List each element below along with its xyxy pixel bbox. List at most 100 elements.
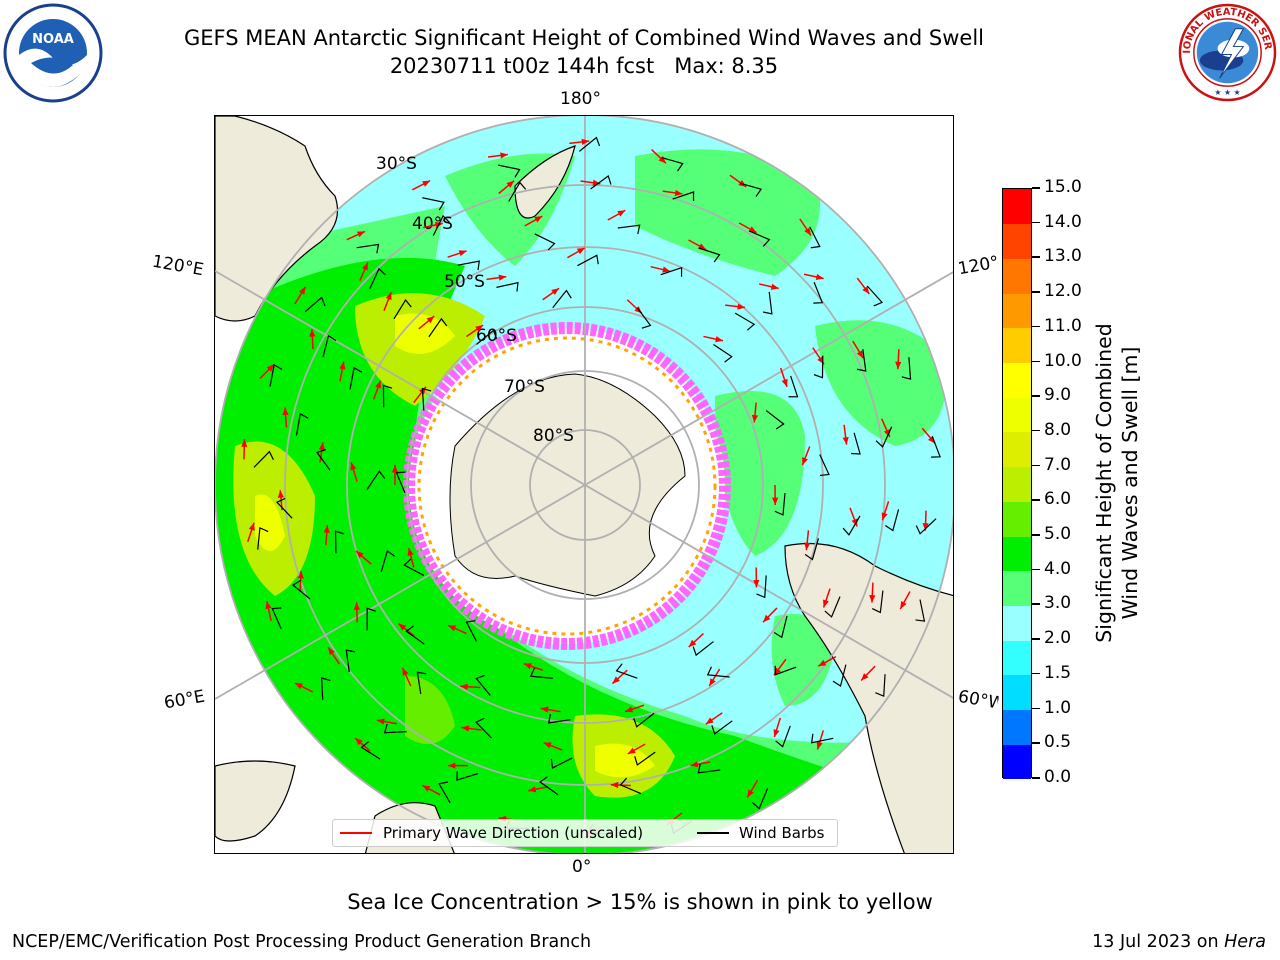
wind-barb xyxy=(475,674,491,696)
wave-arrowhead xyxy=(265,601,272,610)
wave-arrowhead xyxy=(448,625,457,632)
wind-barb xyxy=(775,725,791,748)
svg-text:NOAA: NOAA xyxy=(32,32,74,47)
wave-arrowhead xyxy=(816,741,823,750)
lat-label-40s: 40°S xyxy=(412,214,453,234)
colorbar-segment xyxy=(1003,293,1031,329)
wind-barb xyxy=(931,436,941,458)
wind-barb xyxy=(915,518,937,535)
colorbar-segment xyxy=(1003,501,1031,537)
lat-label-70s: 70°S xyxy=(504,377,545,397)
wind-barb xyxy=(428,317,448,338)
wind-barb xyxy=(875,674,886,698)
colorbar-tick-label: 6.0 xyxy=(1044,489,1072,510)
wind-barb xyxy=(383,723,407,734)
wave-arrowhead xyxy=(422,180,431,187)
wind-barb xyxy=(360,741,381,760)
wave-arrowhead xyxy=(627,747,636,754)
wave-arrowhead xyxy=(362,262,368,271)
colorbar-tick xyxy=(1032,672,1040,675)
wind-barb xyxy=(457,260,481,271)
colorbar-segment xyxy=(1003,674,1031,711)
wave-arrowhead xyxy=(881,512,888,521)
wind-barb xyxy=(809,226,821,249)
colorbar-segment xyxy=(1003,744,1031,780)
wind-barb xyxy=(819,454,830,477)
host-text: Hera xyxy=(1224,932,1266,952)
colorbar-tick xyxy=(1032,742,1040,744)
colorbar-segment xyxy=(1003,709,1031,745)
colorbar-segment xyxy=(1003,258,1031,294)
wave-direction-arrows xyxy=(241,138,936,839)
colorbar-tick-label: 14.0 xyxy=(1044,211,1082,232)
wind-barb xyxy=(552,289,572,309)
colorbar-title-line1: Significant Height of Combined xyxy=(1092,323,1116,643)
wave-arrowhead xyxy=(309,329,316,337)
wind-barb xyxy=(773,615,788,639)
polar-map: 30°S 40°S 50°S 60°S 70°S 80°S xyxy=(214,115,954,854)
lon-label-60e: 60°E xyxy=(162,686,207,714)
wave-arrowhead xyxy=(543,742,552,749)
colorbar-tick-label: 0.5 xyxy=(1044,732,1072,753)
wave-arrowhead xyxy=(869,595,876,603)
colorbar-tick xyxy=(1032,534,1040,536)
wave-arrowhead xyxy=(662,266,671,273)
colorbar-tick-label: 0.0 xyxy=(1044,767,1072,787)
wave-arrowhead xyxy=(461,725,470,732)
wind-barb xyxy=(380,550,396,573)
wind-barb xyxy=(534,233,556,251)
colorbar xyxy=(1002,188,1032,780)
wave-arrowhead xyxy=(709,678,716,687)
colorbar-tick-label: 8.0 xyxy=(1044,419,1072,440)
wind-barb xyxy=(548,713,571,724)
wind-barb xyxy=(615,663,638,679)
wind-barb xyxy=(856,349,867,372)
wave-arrowhead xyxy=(715,336,723,343)
wind-barb xyxy=(672,191,695,202)
colorbar-tick-label: 3.0 xyxy=(1044,593,1072,614)
wave-arrowhead xyxy=(500,152,508,159)
wave-arrowhead xyxy=(617,210,626,217)
colorbar-tick-label: 5.0 xyxy=(1044,524,1072,545)
wave-arrowhead xyxy=(674,189,683,196)
wind-barb xyxy=(405,625,425,645)
wave-arrowhead xyxy=(900,601,907,609)
colorbar-tick-label: 7.0 xyxy=(1044,454,1072,475)
wave-arrowhead xyxy=(282,407,289,416)
wind-barb xyxy=(275,497,293,519)
wind-barb xyxy=(304,296,326,313)
wave-arrowhead xyxy=(402,667,409,676)
wind-barb xyxy=(496,281,519,292)
wind-barb xyxy=(915,599,926,622)
colorbar-tick-label: 2.0 xyxy=(1044,628,1072,649)
wave-arrowhead xyxy=(862,286,870,294)
date-text: 13 Jul 2023 on xyxy=(1092,932,1225,952)
wave-arrowhead xyxy=(705,717,714,725)
wave-arrowhead xyxy=(804,542,811,551)
colorbar-segment xyxy=(1003,189,1031,225)
wave-arrowhead xyxy=(770,283,779,290)
wave-arrowhead xyxy=(458,250,467,257)
wind-barb xyxy=(366,470,386,490)
wave-arrowhead xyxy=(422,785,431,792)
wind-barb xyxy=(813,355,824,379)
colorbar-title-line2: Wind Waves and Swell [m] xyxy=(1118,346,1142,620)
lon-label-120e: 120°E xyxy=(150,251,206,281)
lon-label-120w: 120°W xyxy=(956,252,1000,280)
wave-direction-legend-label: Primary Wave Direction (unscaled) xyxy=(383,824,644,842)
wind-barb xyxy=(465,620,478,642)
wave-arrowhead xyxy=(581,138,590,145)
colorbar-tick-label: 1.0 xyxy=(1044,697,1072,718)
lon-label-180: 180° xyxy=(560,89,601,109)
wave-arrowhead xyxy=(460,683,468,690)
wind-barb xyxy=(253,450,274,468)
colorbar-tick-label: 10.0 xyxy=(1044,350,1082,371)
antarctica-land xyxy=(449,373,686,597)
wave-arrowhead xyxy=(612,676,620,684)
colorbar-tick-label: 9.0 xyxy=(1044,385,1072,406)
wind-barb xyxy=(811,733,834,744)
wind-barb xyxy=(395,471,406,494)
colorbar-tick xyxy=(1032,187,1040,189)
colorbar-tick xyxy=(1032,777,1040,779)
wave-arrowhead xyxy=(294,682,303,690)
